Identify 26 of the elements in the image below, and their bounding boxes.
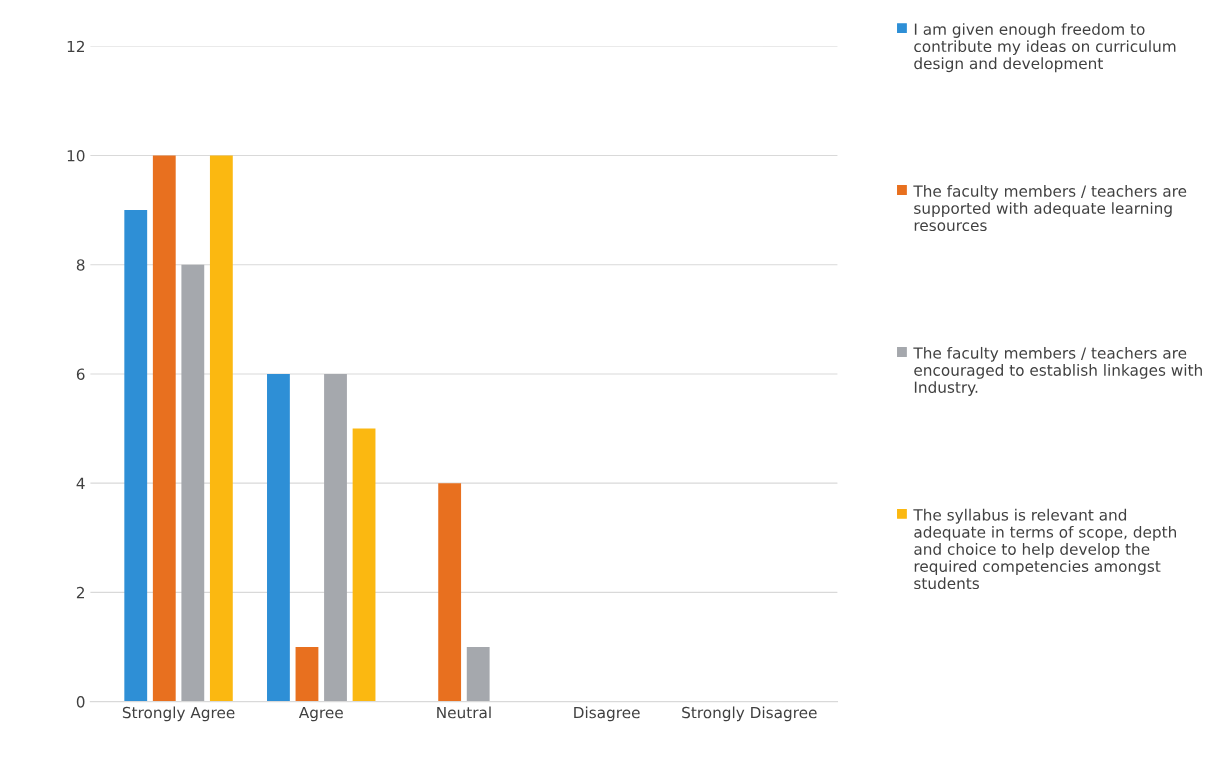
y-tick-label: 6 [76, 368, 85, 380]
x-tick-label: Agree [298, 706, 343, 722]
bar [295, 647, 319, 702]
bar [267, 373, 290, 702]
bar [438, 483, 462, 702]
legend-label: The syllabus is relevant and adequate in terms of scope, depth and choice to help develop the required competencies amongst students [913, 508, 1176, 590]
bar [124, 210, 148, 702]
y-tick-label: 12 [67, 40, 84, 53]
x-tick-label: Strongly Agree [122, 706, 235, 722]
legend-label: I am given enough freedom to contribute my ideas on curriculum design and development [914, 23, 1176, 73]
bar [352, 428, 376, 702]
bar [324, 373, 347, 702]
bar [181, 264, 205, 702]
legend-label: The faculty members / teachers are encouraged to establish linkages with Industry. [913, 346, 1202, 396]
y-tick-label: 0 [76, 696, 85, 708]
y-tick-label: 2 [76, 586, 84, 599]
x-tick-label: Disagree [574, 706, 640, 722]
bar [152, 155, 176, 702]
y-tick-label: 8 [76, 259, 85, 271]
x-tick-label: Strongly Disagree [682, 706, 817, 722]
y-tick-label: 10 [67, 149, 85, 162]
x-tick-label: Neutral [437, 706, 491, 719]
bar [209, 155, 233, 702]
bar [466, 647, 490, 702]
y-tick-label: 4 [76, 477, 85, 489]
legend-label: The faculty members / teachers are supported with adequate learning resources [913, 185, 1187, 232]
